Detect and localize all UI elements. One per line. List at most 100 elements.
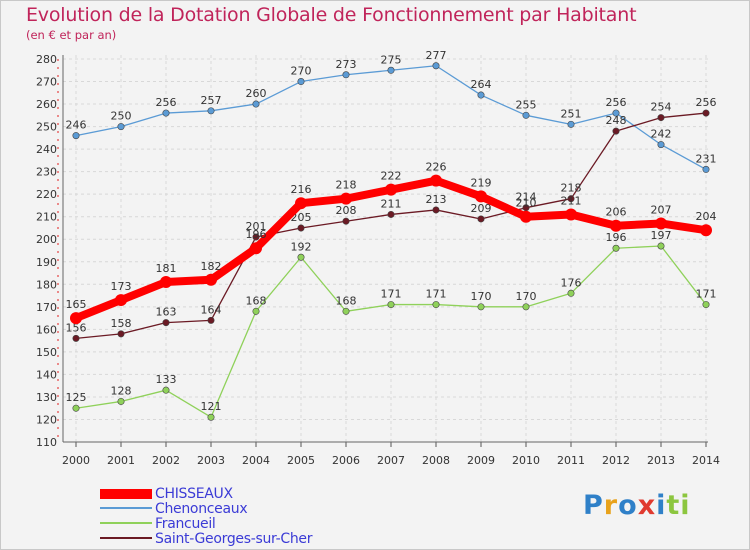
x-tick-label: 2010: [512, 454, 540, 467]
data-label: 231: [696, 152, 717, 165]
chart-subtitle: (en € et par an): [26, 28, 117, 42]
data-label: 181: [156, 262, 177, 275]
y-tick-label: 190: [36, 256, 57, 269]
y-tick-label: 200: [36, 233, 57, 246]
data-label: 182: [201, 260, 222, 273]
y-tick-label: 240: [36, 143, 57, 156]
data-point: [387, 301, 395, 309]
data-point: [432, 62, 440, 70]
data-label: 210: [516, 197, 537, 210]
data-point: [387, 66, 395, 74]
data-label: 211: [381, 197, 402, 210]
y-tick-label: 110: [36, 436, 57, 449]
data-point: [702, 109, 710, 117]
data-label: 208: [336, 204, 357, 217]
y-tick-label: 120: [36, 413, 57, 426]
data-label: 197: [651, 229, 672, 242]
data-point: [477, 91, 485, 99]
logo-letter: x: [637, 490, 657, 521]
legend-swatch-chisseaux: [100, 489, 152, 499]
legend-swatch-francueil: [100, 522, 152, 524]
data-point: [342, 307, 350, 315]
data-label: 250: [111, 110, 132, 123]
data-point: [567, 120, 575, 128]
data-point: [520, 210, 532, 223]
data-label: 256: [606, 96, 627, 109]
x-tick-label: 2002: [152, 454, 180, 467]
data-label: 209: [471, 202, 492, 215]
data-point: [612, 127, 620, 135]
x-tick-label: 2008: [422, 454, 450, 467]
x-tick-label: 2003: [197, 454, 225, 467]
y-tick-label: 130: [36, 391, 57, 404]
logo-letter: i: [680, 490, 691, 521]
data-point: [252, 307, 260, 315]
x-tick-label: 2001: [107, 454, 135, 467]
data-label: 171: [381, 288, 402, 301]
data-label: 204: [696, 210, 717, 223]
data-point: [252, 100, 260, 108]
data-label: 277: [426, 49, 447, 62]
legend-swatch-saint-georges: [100, 537, 152, 539]
x-tick-label: 2012: [602, 454, 630, 467]
data-label: 219: [471, 176, 492, 189]
data-point: [657, 242, 665, 250]
data-label: 256: [696, 96, 717, 109]
logo-letter: i: [656, 490, 667, 521]
x-tick-label: 2011: [557, 454, 585, 467]
x-tick-label: 2006: [332, 454, 360, 467]
data-point: [610, 219, 622, 232]
data-point: [432, 301, 440, 309]
data-label: 168: [246, 294, 267, 307]
data-point: [657, 141, 665, 149]
data-point: [387, 210, 395, 218]
data-label: 254: [651, 101, 672, 114]
y-tick-label: 150: [36, 346, 57, 359]
data-label: 176: [561, 276, 582, 289]
data-point: [477, 215, 485, 223]
data-label: 264: [471, 78, 492, 91]
legend-label-saint-georges: Saint-Georges-sur-Cher: [155, 531, 313, 547]
plot-area: [63, 55, 708, 442]
y-tick-label: 180: [36, 278, 57, 291]
data-label: 125: [66, 391, 87, 404]
legend-label-chisseaux: CHISSEAUX: [155, 486, 233, 502]
data-point: [250, 242, 262, 255]
y-tick-label: 140: [36, 368, 57, 381]
data-point: [160, 276, 172, 289]
y-tick-label: 210: [36, 211, 57, 224]
data-label: 158: [111, 317, 132, 330]
data-label: 213: [426, 193, 447, 206]
y-tick-label: 170: [36, 301, 57, 314]
y-tick-label: 220: [36, 188, 57, 201]
data-point: [567, 289, 575, 297]
data-label: 171: [426, 288, 447, 301]
data-label: 273: [336, 58, 357, 71]
data-point: [207, 413, 215, 421]
data-label: 201: [246, 220, 267, 233]
data-point: [612, 109, 620, 117]
data-point: [297, 78, 305, 86]
data-label: 168: [336, 294, 357, 307]
data-label: 207: [651, 203, 672, 216]
data-label: 196: [606, 231, 627, 244]
data-label: 133: [156, 373, 177, 386]
data-label: 171: [696, 288, 717, 301]
data-point: [205, 273, 217, 286]
data-point: [162, 386, 170, 394]
data-point: [115, 294, 127, 307]
x-tick-label: 2009: [467, 454, 495, 467]
data-point: [657, 114, 665, 122]
data-label: 216: [291, 183, 312, 196]
proxiti-logo: Proxiti: [583, 490, 691, 521]
data-point: [252, 233, 260, 241]
data-label: 128: [111, 384, 132, 397]
data-point: [72, 404, 80, 412]
data-label: 205: [291, 211, 312, 224]
data-label: 257: [201, 94, 222, 107]
x-tick-label: 2005: [287, 454, 315, 467]
data-point: [340, 192, 352, 205]
data-point: [702, 165, 710, 173]
data-label: 256: [156, 96, 177, 109]
